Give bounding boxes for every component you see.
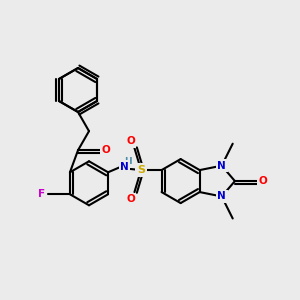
Text: N: N xyxy=(217,161,226,171)
Text: O: O xyxy=(126,136,135,146)
Text: O: O xyxy=(126,194,135,204)
Text: S: S xyxy=(137,165,145,175)
Text: F: F xyxy=(38,189,46,199)
Text: N: N xyxy=(120,162,129,172)
Text: O: O xyxy=(259,176,267,186)
Text: N: N xyxy=(217,191,226,202)
Text: H: H xyxy=(124,157,131,166)
Text: O: O xyxy=(102,145,110,155)
